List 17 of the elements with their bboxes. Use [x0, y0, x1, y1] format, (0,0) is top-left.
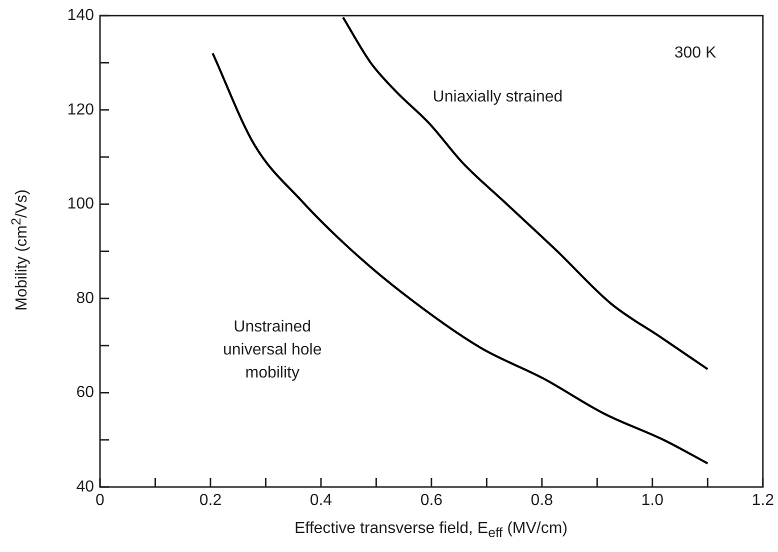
y-tick-label: 80	[76, 290, 94, 307]
x-tick-label: 0.4	[310, 492, 332, 510]
x-tick-label: 1.2	[752, 492, 774, 510]
x-tick-label: 0	[96, 492, 105, 510]
annotation: 300 K	[674, 44, 716, 62]
y-tick-label: 140	[67, 7, 94, 24]
annotation: Uniaxially strained	[432, 88, 563, 106]
y-tick-label: 120	[67, 101, 94, 118]
x-tick-label: 0.2	[199, 492, 222, 510]
y-tick-label: 60	[76, 384, 94, 402]
x-tick-label: 0.6	[420, 492, 443, 510]
x-tick-label: 1.0	[641, 492, 664, 510]
y-tick-label: 40	[76, 478, 94, 496]
annotation: Unstrained universal hole mobility	[222, 318, 322, 382]
x-axis-title: Effective transverse field, E$_{eff}$ (MV/cm)	[294, 520, 568, 540]
x-tick-label: 0.8	[530, 492, 554, 510]
y-tick-label: 100	[67, 196, 94, 213]
